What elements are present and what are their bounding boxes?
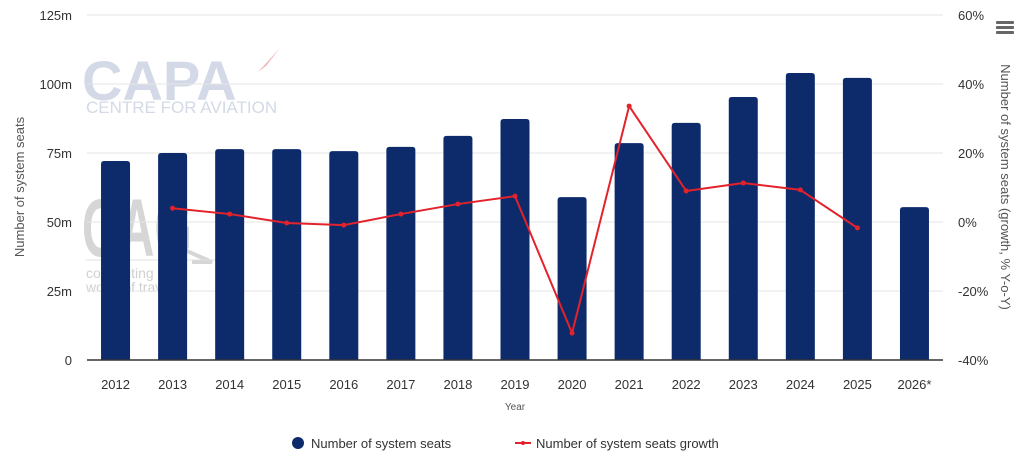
growth-point-2018[interactable] xyxy=(455,201,461,207)
growth-point-2023[interactable] xyxy=(740,180,746,186)
y2-tick-label: 0% xyxy=(958,215,977,230)
growth-point-2019[interactable] xyxy=(512,193,518,199)
watermark-capa-subtitle: CENTRE FOR AVIATION xyxy=(86,98,277,117)
growth-point-2024[interactable] xyxy=(797,187,803,193)
x-tick-label: 2019 xyxy=(501,377,530,392)
hamburger-menu-icon xyxy=(996,21,1014,24)
line-series xyxy=(170,103,860,336)
bar-2022[interactable] xyxy=(671,122,701,360)
y2-tick-label: 20% xyxy=(958,146,984,161)
x-tick-label: 2023 xyxy=(729,377,758,392)
y2-tick-label: 40% xyxy=(958,77,984,92)
bar-2019[interactable] xyxy=(500,119,530,360)
x-axis-title: Year xyxy=(505,402,526,413)
growth-point-2017[interactable] xyxy=(398,211,404,217)
y2-tick-label: 60% xyxy=(958,8,984,23)
growth-point-2015[interactable] xyxy=(284,220,290,226)
bar-2020[interactable] xyxy=(557,197,587,360)
bar-2024[interactable] xyxy=(785,72,815,361)
y-axis-right-ticks: -40% -20% 0% 20% 40% 60% xyxy=(958,8,989,368)
x-tick-label: 2021 xyxy=(615,377,644,392)
growth-point-2021[interactable] xyxy=(626,103,632,109)
x-tick-label: 2012 xyxy=(101,377,130,392)
bar-series xyxy=(101,72,929,361)
legend-marker-dot-icon xyxy=(521,441,525,445)
growth-point-2020[interactable] xyxy=(569,330,575,336)
y2-tick-label: -20% xyxy=(958,284,989,299)
y-axis-left-ticks: 0 25m 50m 75m 100m 125m xyxy=(39,8,72,368)
legend: Number of system seats Number of system … xyxy=(292,436,719,451)
x-tick-label: 2025 xyxy=(843,377,872,392)
y-axis-title: Number of system seats xyxy=(12,116,27,257)
bar-2013[interactable] xyxy=(158,153,188,360)
y-tick-label: 25m xyxy=(47,284,72,299)
bar-2026-est[interactable] xyxy=(899,207,929,360)
x-axis-ticks: 2012 2013 2014 2015 2016 2017 2018 2019 2020 2021… xyxy=(101,377,931,392)
growth-point-2016[interactable] xyxy=(341,222,347,228)
y-tick-label: 50m xyxy=(47,215,72,230)
bar-2012[interactable] xyxy=(101,161,131,360)
x-tick-label: 2017 xyxy=(386,377,415,392)
y2-axis-title: Number of system seats (growth, % Y-o-Y) xyxy=(998,64,1013,310)
chart-menu-button[interactable] xyxy=(996,21,1014,37)
y-tick-label: 125m xyxy=(39,8,72,23)
x-tick-label: 2015 xyxy=(272,377,301,392)
legend-marker-circle-icon xyxy=(292,437,304,449)
watermark-capa-logo: CAPA xyxy=(82,49,237,112)
watermark-capa: CAPA CENTRE FOR AVIATION xyxy=(82,48,280,117)
y-tick-label: 75m xyxy=(47,146,72,161)
watermark-oag-arrow-icon xyxy=(179,246,213,264)
bar-2021[interactable] xyxy=(614,143,644,360)
bar-2015[interactable] xyxy=(272,149,302,360)
x-tick-label: 2016 xyxy=(329,377,358,392)
bar-2014[interactable] xyxy=(215,149,245,360)
bar-2023[interactable] xyxy=(728,96,758,361)
x-tick-label: 2013 xyxy=(158,377,187,392)
x-tick-label: 2018 xyxy=(443,377,472,392)
bar-2017[interactable] xyxy=(386,146,416,360)
x-tick-label: 2026* xyxy=(897,377,931,392)
y-tick-label: 100m xyxy=(39,77,72,92)
bar-2016[interactable] xyxy=(329,151,359,360)
bar-2018[interactable] xyxy=(443,135,473,360)
growth-point-2013[interactable] xyxy=(170,205,176,211)
x-tick-label: 2014 xyxy=(215,377,244,392)
x-tick-label: 2024 xyxy=(786,377,815,392)
x-tick-label: 2020 xyxy=(558,377,587,392)
growth-point-2014[interactable] xyxy=(227,211,233,217)
legend-item-seats[interactable]: Number of system seats xyxy=(292,436,452,451)
legend-label-seats: Number of system seats xyxy=(311,436,452,451)
growth-point-2022[interactable] xyxy=(683,188,689,194)
bar-2025[interactable] xyxy=(842,77,872,360)
legend-label-growth: Number of system seats growth xyxy=(536,436,719,451)
x-tick-label: 2022 xyxy=(672,377,701,392)
y-tick-label: 0 xyxy=(65,353,72,368)
y2-tick-label: -40% xyxy=(958,353,989,368)
growth-point-2025[interactable] xyxy=(854,225,860,231)
watermark-capa-swoosh-icon xyxy=(258,48,280,72)
legend-item-growth[interactable]: Number of system seats growth xyxy=(515,436,719,451)
